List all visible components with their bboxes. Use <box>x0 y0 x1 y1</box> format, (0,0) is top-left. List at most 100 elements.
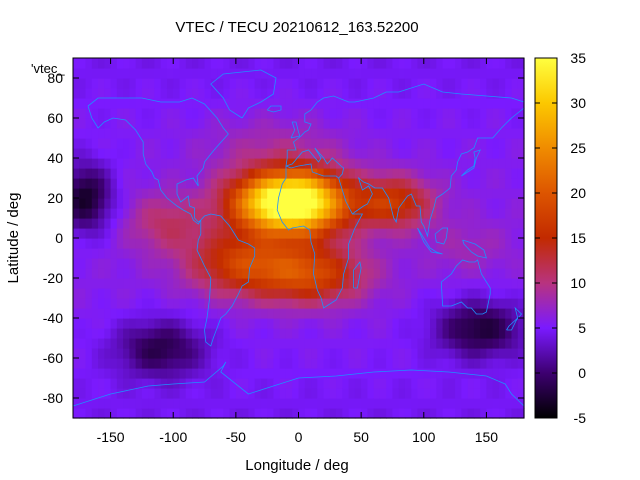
heatmap-cell <box>248 298 255 309</box>
heatmap-cell <box>374 358 381 369</box>
heatmap-cell <box>349 338 356 349</box>
heatmap-cell <box>117 378 124 389</box>
heatmap-cell <box>424 328 431 339</box>
heatmap-cell <box>461 378 468 389</box>
heatmap-cell <box>486 138 493 149</box>
heatmap-cell <box>167 338 174 349</box>
heatmap-cell <box>129 378 136 389</box>
heatmap-cell <box>411 378 418 389</box>
heatmap-cell <box>292 278 299 289</box>
heatmap-cell <box>443 118 450 129</box>
heatmap-cell <box>299 98 306 109</box>
heatmap-cell <box>392 318 399 329</box>
heatmap-cell <box>267 368 274 379</box>
heatmap-cell <box>474 318 481 329</box>
heatmap-cell <box>242 148 249 159</box>
heatmap-cell <box>111 378 118 389</box>
heatmap-cell <box>173 88 180 99</box>
heatmap-cell <box>255 148 262 159</box>
heatmap-cell <box>461 118 468 129</box>
heatmap-cell <box>411 358 418 369</box>
heatmap-cell <box>480 358 487 369</box>
heatmap-cell <box>142 358 149 369</box>
heatmap-cell <box>267 248 274 259</box>
heatmap-cell <box>449 268 456 279</box>
heatmap-cell <box>486 398 493 409</box>
heatmap-cell <box>255 228 262 239</box>
heatmap-cell <box>92 58 99 69</box>
heatmap-cell <box>111 278 118 289</box>
heatmap-cell <box>468 348 475 359</box>
heatmap-cell <box>392 338 399 349</box>
heatmap-cell <box>455 58 462 69</box>
heatmap-cell <box>104 78 111 89</box>
heatmap-cell <box>123 88 130 99</box>
heatmap-cell <box>349 88 356 99</box>
heatmap-cell <box>86 278 93 289</box>
heatmap-cell <box>273 308 280 319</box>
heatmap-cell <box>336 58 343 69</box>
heatmap-cell <box>392 128 399 139</box>
heatmap-cell <box>148 138 155 149</box>
heatmap-cell <box>367 68 374 79</box>
heatmap-cell <box>205 168 212 179</box>
heatmap-cell <box>280 88 287 99</box>
heatmap-cell <box>311 108 318 119</box>
heatmap-cell <box>324 268 331 279</box>
heatmap-cell <box>136 228 143 239</box>
heatmap-cell <box>142 188 149 199</box>
heatmap-cell <box>455 398 462 409</box>
heatmap-cell <box>167 288 174 299</box>
heatmap-cell <box>286 388 293 399</box>
heatmap-cell <box>386 398 393 409</box>
heatmap-cell <box>349 188 356 199</box>
heatmap-cell <box>336 378 343 389</box>
heatmap-cell <box>154 318 161 329</box>
heatmap-cell <box>205 138 212 149</box>
heatmap-cell <box>311 408 318 419</box>
heatmap-cell <box>223 398 230 409</box>
heatmap-cell <box>411 198 418 209</box>
heatmap-cell <box>92 78 99 89</box>
heatmap-cell <box>405 378 412 389</box>
heatmap-cell <box>486 388 493 399</box>
heatmap-cell <box>280 298 287 309</box>
heatmap-cell <box>455 378 462 389</box>
heatmap-cell <box>411 228 418 239</box>
heatmap-cell <box>474 288 481 299</box>
heatmap-cell <box>179 248 186 259</box>
heatmap-cell <box>217 378 224 389</box>
heatmap-cell <box>205 58 212 69</box>
heatmap-cell <box>468 398 475 409</box>
heatmap-cell <box>499 68 506 79</box>
heatmap-cell <box>211 218 218 229</box>
heatmap-cell <box>86 238 93 249</box>
heatmap-cell <box>330 108 337 119</box>
heatmap-cell <box>430 328 437 339</box>
heatmap-cell <box>480 368 487 379</box>
heatmap-cell <box>324 78 331 89</box>
heatmap-cell <box>455 278 462 289</box>
heatmap-cell <box>392 268 399 279</box>
heatmap-cell <box>261 358 268 369</box>
heatmap-cell <box>148 68 155 79</box>
heatmap-cell <box>411 278 418 289</box>
heatmap-cell <box>405 58 412 69</box>
heatmap-cell <box>92 68 99 79</box>
heatmap-cell <box>192 208 199 219</box>
heatmap-cell <box>336 128 343 139</box>
heatmap-cell <box>136 338 143 349</box>
heatmap-cell <box>486 328 493 339</box>
heatmap-cell <box>286 368 293 379</box>
heatmap-cell <box>104 278 111 289</box>
heatmap-cell <box>474 178 481 189</box>
heatmap-cell <box>154 128 161 139</box>
heatmap-cell <box>468 288 475 299</box>
heatmap-cell <box>161 68 168 79</box>
heatmap-cell <box>499 198 506 209</box>
heatmap-cell <box>386 378 393 389</box>
heatmap-cell <box>486 78 493 89</box>
heatmap-cell <box>443 358 450 369</box>
heatmap-cell <box>136 78 143 89</box>
heatmap-cell <box>123 188 130 199</box>
